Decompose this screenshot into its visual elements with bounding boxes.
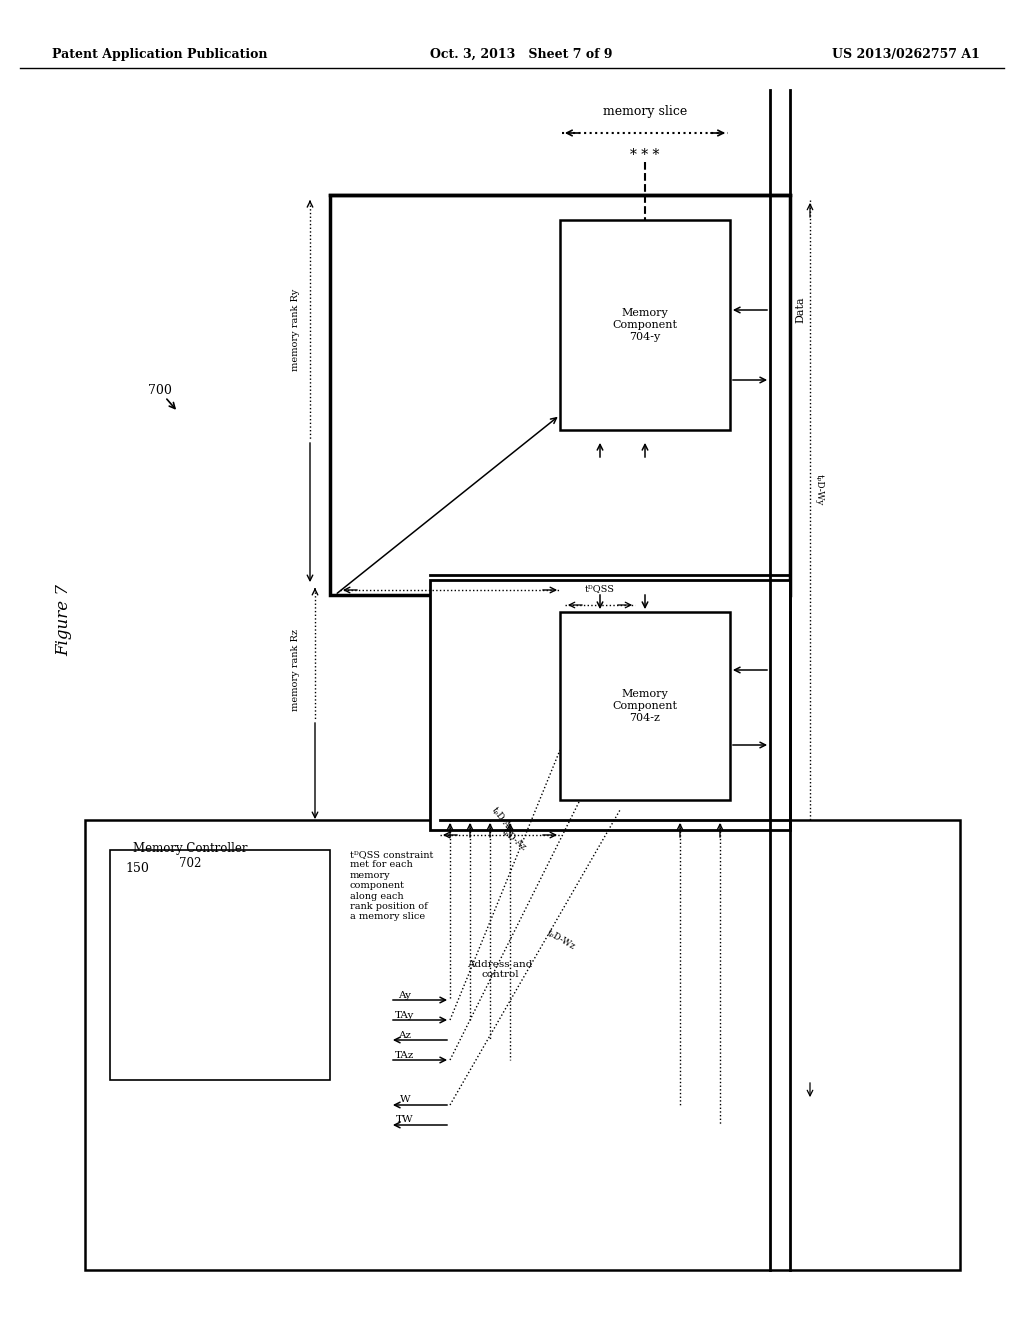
Bar [330,195,790,595]
Text: Oct. 3, 2013   Sheet 7 of 9: Oct. 3, 2013 Sheet 7 of 9 [430,48,612,61]
Text: * * *: * * * [631,148,659,162]
Text: W: W [399,1096,411,1105]
Text: tₚD-Wy: tₚD-Wy [815,474,824,506]
Text: tₚD-Az: tₚD-Az [500,828,528,853]
Text: 700: 700 [148,384,172,396]
Text: 150: 150 [125,862,148,875]
Text: Memory
Component
704-z: Memory Component 704-z [612,689,678,722]
Text: memory rank Ry: memory rank Ry [291,289,299,371]
Text: TW: TW [396,1115,414,1125]
Text: Data: Data [795,297,805,323]
Bar [560,220,730,430]
Bar [560,612,730,800]
Text: tᴰQSS constraint
met for each
memory
component
along each
rank position of
a mem: tᴰQSS constraint met for each memory com… [350,850,433,921]
Bar [85,820,961,1270]
Text: memory rank Rz: memory rank Rz [291,630,299,711]
Text: Patent Application Publication: Patent Application Publication [52,48,267,61]
Text: TAz: TAz [395,1051,415,1060]
Bar [110,850,330,1080]
Text: Figure 7: Figure 7 [55,583,72,656]
Text: Memory
Component
704-y: Memory Component 704-y [612,309,678,342]
Text: Memory Controller
702: Memory Controller 702 [133,842,247,870]
Text: tₚD-Wz: tₚD-Wz [545,928,577,952]
Text: memory slice: memory slice [603,106,687,117]
Text: US 2013/0262757 A1: US 2013/0262757 A1 [833,48,980,61]
Text: Address and
control: Address and control [467,960,532,979]
Text: TAy: TAy [395,1011,415,1019]
Text: tᴰQSS: tᴰQSS [595,630,625,638]
Text: Az: Az [398,1031,412,1040]
Text: tᴰQSS: tᴰQSS [585,583,615,593]
Text: Ay: Ay [398,990,412,999]
Bar [430,579,790,830]
Text: tₚD-Ay: tₚD-Ay [490,805,515,834]
